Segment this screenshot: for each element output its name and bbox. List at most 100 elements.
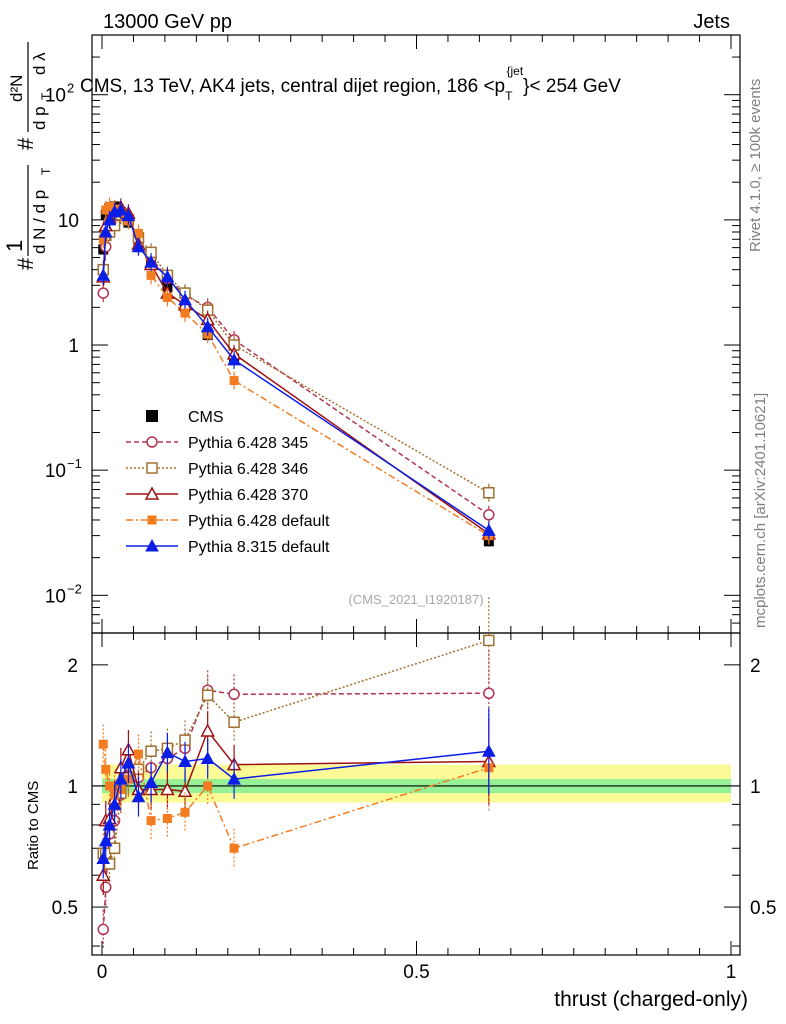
legend: CMS Pythia 6.428 345 Pythia 6.428 346 Pythi… [126, 409, 330, 556]
ratio-point [146, 816, 156, 826]
x-tick-label: 0.5 [403, 962, 429, 983]
lower-y-axis-label: Ratio to CMS [25, 781, 42, 870]
ratio-point [201, 689, 214, 702]
ratio-point [228, 716, 240, 728]
ratio-point [200, 723, 215, 737]
ratio-point [178, 754, 192, 768]
mcplots-label: mcplots.cern.ch [arXiv:2401.10621] [752, 393, 769, 628]
ratio-point [177, 783, 193, 798]
series-point [178, 292, 192, 306]
lower-y-tick-label-right: 2 [750, 656, 761, 677]
ratio-point [145, 745, 157, 757]
upper-y-axis-label: # 1 d N / d p T # d²N d p T d λ [2, 42, 53, 270]
ylabel-sub-t-1: T [39, 167, 53, 175]
lower-y-tick-label-right: 0.5 [750, 898, 776, 919]
analysis-id: (CMS_2021_I1920187) [348, 592, 483, 607]
ratio-point [180, 807, 190, 817]
ratio-point [107, 797, 122, 810]
ratio-point [228, 688, 240, 701]
series-point [96, 268, 111, 281]
series-point [227, 352, 241, 366]
series-layer [95, 197, 497, 950]
upper-y-tick-exponent: −2 [67, 581, 82, 596]
legend-label: Pythia 8.315 default [188, 539, 330, 556]
series-point [146, 270, 156, 280]
ratio-point [98, 833, 113, 847]
ratio-point [162, 814, 172, 824]
legend-label: Pythia 6.428 346 [188, 461, 308, 478]
ratio-point [101, 764, 111, 774]
ratio-point [483, 687, 495, 699]
ratio-point [203, 781, 213, 791]
ratio-point [481, 744, 496, 757]
legend-item: Pythia 6.428 346 [126, 461, 308, 478]
upper-y-tick-label: 10 [58, 211, 79, 232]
series-point [144, 255, 158, 268]
ratio-point [114, 772, 128, 785]
ratio-point [105, 781, 115, 791]
legend-label: Pythia 6.428 default [188, 513, 330, 530]
series-point [97, 287, 110, 299]
legend-item: Pythia 6.428 345 [126, 435, 308, 452]
ratio-point [97, 923, 110, 936]
series-point [483, 509, 495, 521]
upper-y-tick-label: 10 [45, 86, 66, 107]
legend-marker [146, 462, 158, 474]
upper-y-tick-label: 10 [45, 461, 66, 482]
ratio-point [200, 751, 215, 765]
series-point [121, 208, 136, 222]
upper-y-tick-label: 1 [68, 336, 79, 357]
ratio-point [121, 756, 136, 769]
series-point [229, 376, 239, 386]
ylabel-hash-2: # [13, 137, 38, 150]
x-axis-label: thrust (charged-only) [554, 988, 748, 1011]
rivet-version-label: Rivet 4.1.0, ≥ 100k events [747, 79, 764, 252]
ratio-point [100, 881, 112, 894]
title-sup: {jet [506, 64, 523, 78]
legend-label-cms: CMS [188, 409, 224, 426]
legend-marker-cms [146, 410, 158, 422]
series-point [200, 319, 215, 333]
lower-y-tick-label: 2 [67, 656, 78, 677]
ratio-point [102, 817, 117, 831]
series-point [483, 487, 495, 499]
ylabel-dn-dpt: d N / d p [30, 190, 49, 254]
lower-y-tick-label: 1 [67, 777, 78, 798]
legend-label: Pythia 6.428 370 [188, 487, 308, 504]
title-main: CMS, 13 TeV, AK4 jets, central dijet reg… [80, 76, 505, 97]
legend-item-cms: CMS [146, 409, 224, 426]
title-sub: T [505, 89, 513, 103]
ratio-point [483, 634, 495, 647]
ylabel-dpt: d p [30, 106, 49, 130]
ylabel-dlambda: d λ [30, 52, 49, 75]
ratio-point [144, 775, 158, 788]
series-point [98, 224, 113, 238]
ylabel-hash-1: # [13, 257, 38, 270]
legend-item: Pythia 6.428 370 [126, 486, 308, 504]
legend-marker [147, 515, 157, 525]
lower-y-tick-label: 0.5 [52, 898, 78, 919]
plot-title: CMS, 13 TeV, AK4 jets, central dijet reg… [80, 64, 621, 103]
series-point [131, 239, 146, 253]
ratio-point [108, 842, 121, 855]
legend-item: Pythia 6.428 default [126, 513, 330, 530]
header-jets-label: Jets [693, 11, 730, 33]
ratio-point [227, 772, 241, 785]
ratio-point [133, 749, 143, 759]
ratio-point [98, 739, 108, 749]
ylabel-one: 1 [2, 240, 27, 252]
title-tail: }< 254 GeV [523, 76, 621, 97]
upper-y-tick-label: 10 [45, 586, 66, 607]
header-energy-label: 13000 GeV pp [103, 11, 232, 33]
series-point [160, 269, 175, 283]
series-pythia-8-315-default [96, 200, 496, 879]
series-point [162, 292, 172, 302]
legend-marker [146, 436, 158, 448]
series-point [114, 202, 128, 216]
series-point [102, 212, 117, 226]
legend-item: Pythia 8.315 default [126, 538, 330, 556]
upper-y-tick-exponent: −1 [67, 456, 82, 471]
